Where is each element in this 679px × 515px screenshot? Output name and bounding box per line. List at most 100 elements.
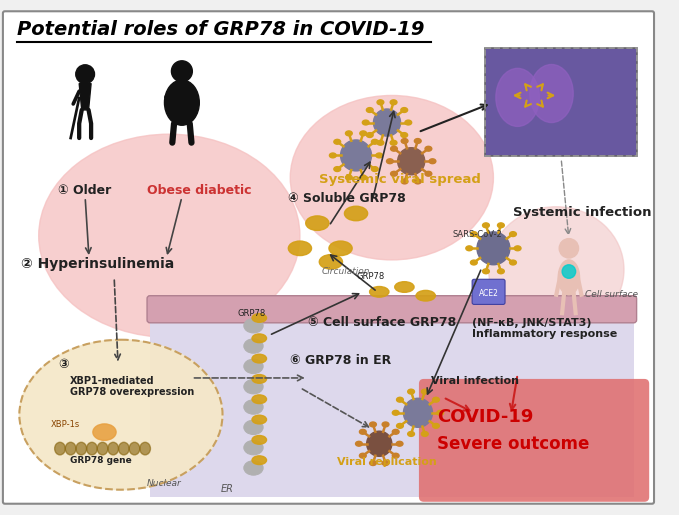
Text: Potential roles of GRP78 in COVID-19: Potential roles of GRP78 in COVID-19: [18, 21, 425, 40]
Text: ACE2: ACE2: [479, 289, 498, 298]
FancyBboxPatch shape: [150, 316, 634, 497]
Ellipse shape: [289, 241, 312, 255]
Ellipse shape: [425, 171, 432, 176]
Ellipse shape: [108, 442, 119, 455]
Circle shape: [562, 265, 576, 278]
Ellipse shape: [397, 423, 403, 428]
Ellipse shape: [369, 460, 376, 466]
Circle shape: [341, 140, 371, 171]
Ellipse shape: [471, 260, 477, 265]
Ellipse shape: [360, 175, 367, 180]
Ellipse shape: [252, 354, 267, 363]
Ellipse shape: [386, 159, 393, 164]
Ellipse shape: [87, 442, 97, 455]
Circle shape: [398, 148, 425, 175]
Circle shape: [403, 398, 433, 427]
Ellipse shape: [369, 422, 376, 427]
Ellipse shape: [401, 139, 408, 143]
Ellipse shape: [377, 141, 384, 145]
Ellipse shape: [397, 397, 403, 402]
Ellipse shape: [429, 159, 436, 164]
FancyBboxPatch shape: [485, 48, 637, 157]
Ellipse shape: [244, 461, 263, 475]
Text: ER: ER: [221, 484, 234, 494]
Ellipse shape: [433, 397, 439, 402]
Ellipse shape: [376, 153, 383, 158]
Text: Obese diabetic: Obese diabetic: [147, 184, 251, 197]
Text: Cell surface: Cell surface: [585, 289, 638, 299]
Text: ③: ③: [58, 358, 69, 371]
Ellipse shape: [407, 389, 414, 394]
Text: ① Older: ① Older: [58, 184, 111, 197]
Ellipse shape: [252, 314, 267, 322]
Circle shape: [171, 61, 192, 82]
Ellipse shape: [244, 420, 263, 435]
Ellipse shape: [129, 442, 140, 455]
Ellipse shape: [416, 290, 435, 301]
Text: SARS-CoV-2: SARS-CoV-2: [453, 230, 502, 238]
Ellipse shape: [346, 131, 352, 136]
Ellipse shape: [371, 140, 378, 144]
Ellipse shape: [392, 453, 399, 458]
Circle shape: [477, 232, 510, 265]
Ellipse shape: [244, 440, 263, 455]
Ellipse shape: [164, 80, 200, 125]
Text: ⑤ Cell surface GRP78: ⑤ Cell surface GRP78: [308, 316, 456, 329]
FancyBboxPatch shape: [472, 279, 505, 304]
Ellipse shape: [371, 167, 378, 171]
Polygon shape: [79, 83, 91, 110]
Ellipse shape: [425, 146, 432, 151]
Ellipse shape: [437, 410, 443, 415]
Ellipse shape: [346, 175, 352, 180]
Ellipse shape: [471, 232, 477, 236]
Ellipse shape: [19, 340, 223, 490]
Ellipse shape: [401, 108, 407, 112]
Ellipse shape: [394, 282, 414, 293]
Ellipse shape: [367, 133, 373, 138]
Ellipse shape: [356, 441, 363, 446]
Ellipse shape: [252, 334, 267, 342]
Ellipse shape: [306, 216, 329, 230]
Ellipse shape: [334, 140, 341, 144]
FancyBboxPatch shape: [419, 379, 649, 502]
FancyBboxPatch shape: [147, 296, 637, 323]
Circle shape: [373, 109, 401, 136]
Ellipse shape: [93, 424, 116, 440]
Ellipse shape: [252, 374, 267, 383]
Text: XBP1-mediated: XBP1-mediated: [70, 376, 154, 386]
Ellipse shape: [76, 442, 87, 455]
Ellipse shape: [140, 442, 151, 455]
Text: Nuclear: Nuclear: [147, 479, 182, 488]
Ellipse shape: [65, 442, 76, 455]
Ellipse shape: [244, 380, 263, 394]
Text: GRP78: GRP78: [356, 272, 384, 281]
Ellipse shape: [55, 442, 65, 455]
Ellipse shape: [422, 432, 428, 436]
Ellipse shape: [252, 395, 267, 404]
Ellipse shape: [498, 223, 504, 228]
Ellipse shape: [414, 179, 421, 184]
Ellipse shape: [390, 100, 397, 105]
Ellipse shape: [514, 246, 521, 251]
Ellipse shape: [466, 246, 473, 251]
Ellipse shape: [422, 389, 428, 394]
Ellipse shape: [369, 286, 389, 297]
Ellipse shape: [290, 95, 494, 260]
Ellipse shape: [119, 442, 129, 455]
Ellipse shape: [390, 146, 397, 151]
Ellipse shape: [244, 359, 263, 373]
Ellipse shape: [489, 207, 624, 333]
Ellipse shape: [252, 456, 267, 465]
Text: Severe outcome: Severe outcome: [437, 435, 589, 453]
Ellipse shape: [252, 436, 267, 444]
Text: ⑥ GRP78 in ER: ⑥ GRP78 in ER: [290, 354, 392, 367]
Text: ② Hyperinsulinemia: ② Hyperinsulinemia: [21, 256, 175, 271]
Text: Systemic infection: Systemic infection: [513, 207, 651, 219]
Ellipse shape: [39, 134, 300, 337]
Ellipse shape: [396, 441, 403, 446]
Ellipse shape: [558, 260, 580, 295]
Ellipse shape: [329, 153, 336, 158]
Ellipse shape: [510, 260, 516, 265]
Ellipse shape: [382, 460, 389, 466]
Ellipse shape: [405, 120, 411, 125]
